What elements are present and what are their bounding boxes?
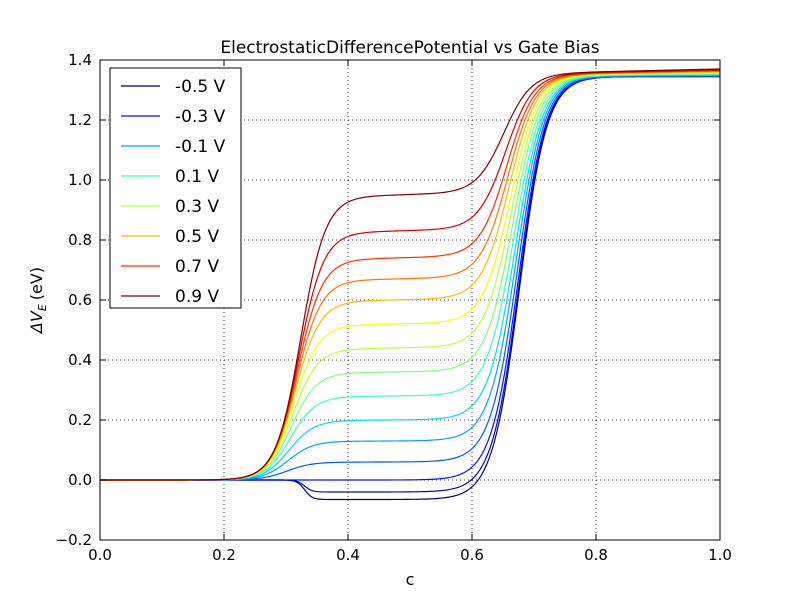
legend-label: 0.7 V	[175, 257, 219, 277]
y-tick-label: 1.2	[68, 111, 92, 129]
series-line	[100, 68, 721, 481]
y-tick-label: 0.8	[68, 231, 92, 249]
y-axis-label: ΔVE (eV)	[27, 267, 49, 335]
plot-frame	[99, 59, 721, 541]
y-tick-label: 1.4	[68, 51, 92, 69]
legend-label: 0.3 V	[175, 197, 219, 217]
y-tick-label: 0.2	[68, 411, 92, 429]
x-tick-label: 0.8	[584, 546, 608, 564]
legend: -0.5 V -0.3 V -0.1 V 0.1 V 0.3 V 0.5 V 0.7 V 0.…	[109, 67, 242, 309]
x-tick-label: 0.2	[212, 546, 236, 564]
legend-frame	[109, 67, 242, 309]
series-lines	[100, 68, 721, 501]
legend-label: 0.1 V	[175, 167, 219, 187]
y-tick-label: 0.4	[68, 351, 92, 369]
y-tick-label: 1.0	[68, 171, 92, 189]
y-axis-label-symbol: ΔV	[27, 310, 46, 335]
legend-label: 0.5 V	[175, 227, 219, 247]
legend-label: -0.5 V	[175, 77, 226, 97]
axis-ticks: 0.0 0.2 0.4 0.6 0.8 1.0−0.20.00.20.40.60.81.0…	[56, 51, 732, 564]
legend-label: -0.3 V	[175, 107, 226, 127]
x-axis-label: c	[406, 570, 415, 589]
x-tick-label: 1.0	[708, 546, 732, 564]
y-tick-label: −0.2	[56, 531, 92, 549]
y-tick-label: 0.0	[68, 471, 92, 489]
x-tick-label: 0.0	[88, 546, 112, 564]
x-tick-label: 0.4	[336, 546, 360, 564]
y-axis-label-unit: (eV)	[27, 267, 46, 300]
chart-title: ElectrostaticDifferencePotential vs Gate…	[220, 38, 599, 58]
y-axis-label-subscript: E	[36, 304, 49, 311]
legend-label: -0.1 V	[175, 137, 226, 157]
x-tick-label: 0.6	[460, 546, 484, 564]
legend-label: 0.9 V	[175, 287, 219, 307]
y-tick-label: 0.6	[68, 291, 92, 309]
